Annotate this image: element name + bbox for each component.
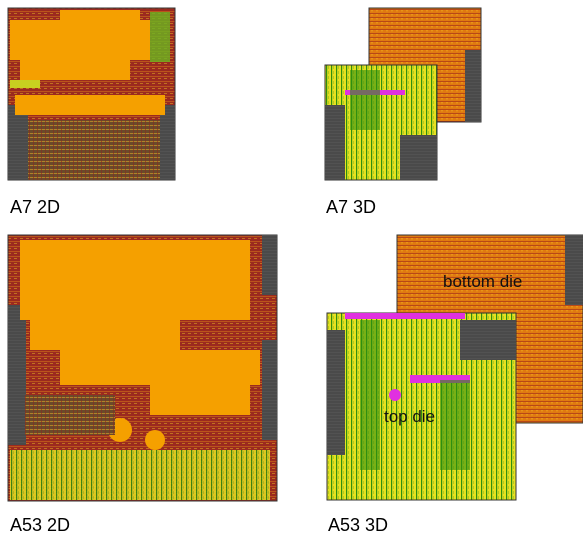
a53-3d-layout-shape: [345, 313, 465, 319]
a53-2d-layout-shape: [8, 305, 26, 445]
a53-3d-layout-shape: [389, 389, 401, 401]
a7-3d-layout: [325, 8, 481, 180]
a53-2d-layout-shape: [150, 385, 250, 415]
a7-2d-layout-shape: [28, 120, 160, 180]
layout-figure: A7 2D A7 3D A53 2D: [0, 0, 583, 535]
a7-2d-layout: [8, 8, 175, 180]
a7-2d-layout-shape: [8, 105, 28, 180]
a53-2d-layout-shape: [25, 395, 115, 435]
a53-3d-layout-shape: [440, 380, 470, 470]
a7-3d-layout-shape: [465, 50, 481, 122]
panel-label: A53 2D: [10, 515, 70, 535]
a7-2d-layout-shape: [20, 55, 130, 80]
a7-2d-layout-shape: [150, 12, 170, 62]
a53-2d-layout-shape: [145, 430, 165, 450]
a53-2d-layout-shape: [60, 350, 260, 385]
a53-3d-layout-shape: [565, 235, 583, 305]
panel-label: A7 3D: [326, 197, 376, 217]
a53-2d-layout-shape: [262, 235, 277, 295]
a7-2d-layout-shape: [15, 95, 165, 115]
a53-3d-layout-shape: [360, 320, 380, 470]
a7-3d-layout-shape: [350, 70, 380, 130]
a7-2d-layout-shape: [10, 80, 40, 88]
panel-label: A53 3D: [328, 515, 388, 535]
a7-2d-layout-shape: [160, 105, 175, 180]
a53-2d-layout: [8, 235, 277, 501]
annotation: bottom die: [443, 272, 522, 291]
annotation: top die: [384, 407, 435, 426]
a7-2d-layout-shape: [10, 20, 150, 60]
a53-2d-layout-shape: [30, 320, 180, 350]
a53-2d-layout-shape: [10, 450, 270, 500]
panel-label: A7 2D: [10, 197, 60, 217]
a7-2d-layout-shape: [60, 10, 140, 25]
a53-3d-layout-shape: [327, 330, 345, 455]
a7-3d-layout-shape: [325, 105, 345, 180]
a53-2d-layout-shape: [262, 340, 277, 440]
a53-3d-layout-shape: [460, 320, 516, 360]
a7-3d-layout-shape: [400, 135, 437, 180]
a53-2d-layout-shape: [20, 240, 250, 320]
